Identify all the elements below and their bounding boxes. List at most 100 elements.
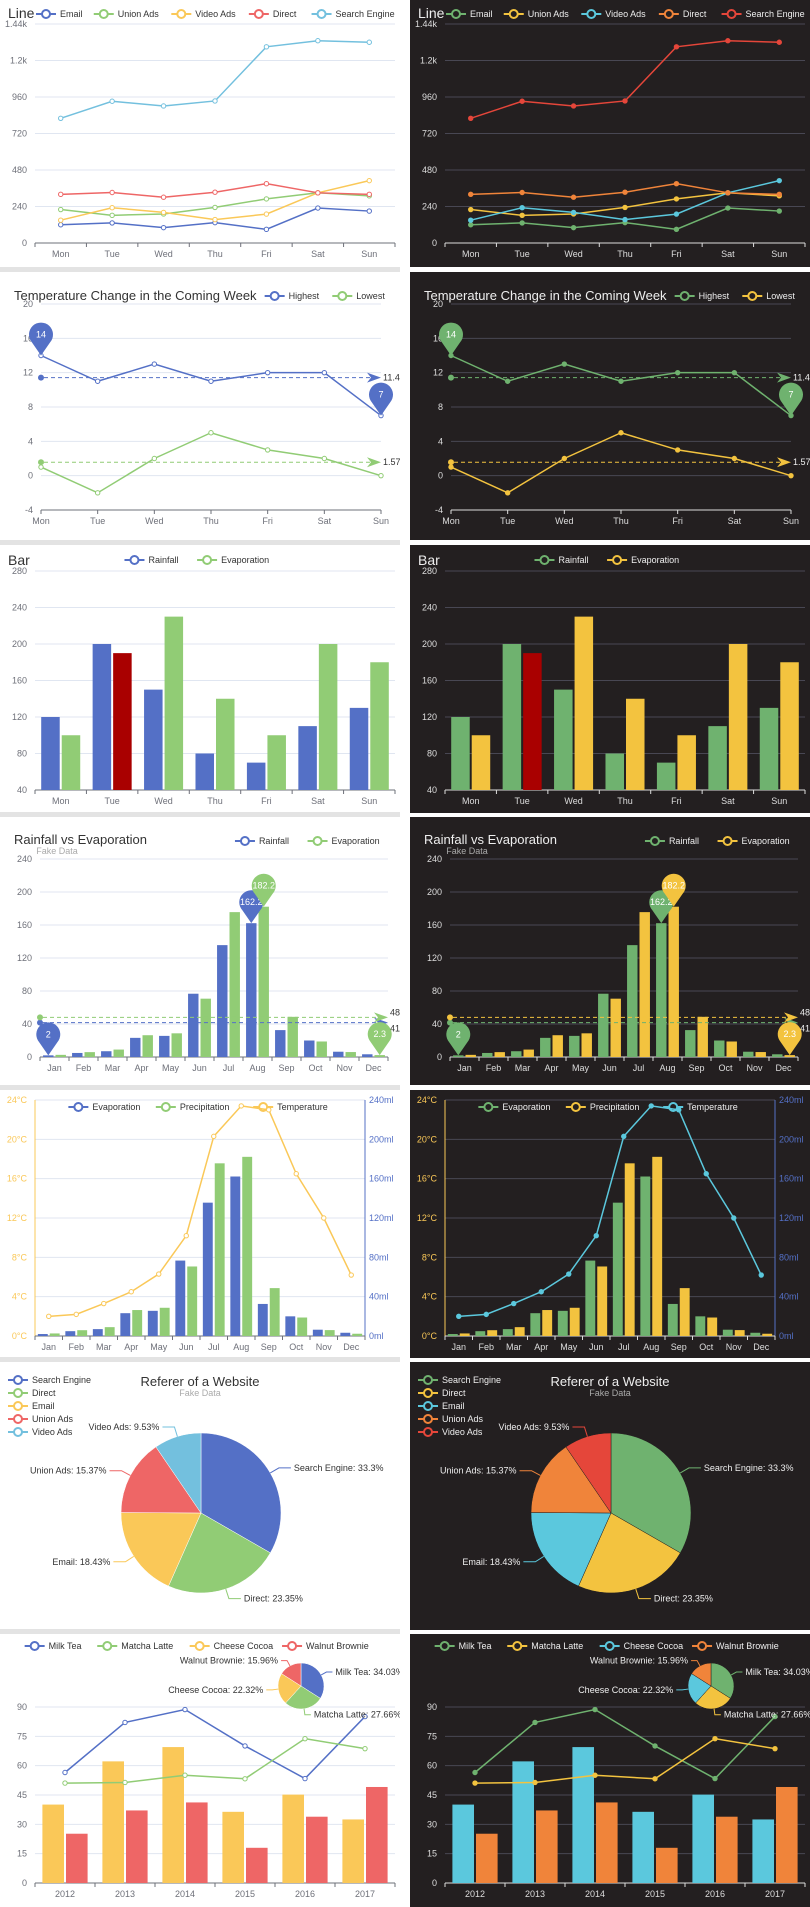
data-point[interactable] (570, 194, 577, 200)
bar-evaporation[interactable] (475, 1331, 486, 1336)
data-point[interactable] (302, 1775, 308, 1782)
data-point[interactable] (151, 455, 158, 462)
data-point[interactable] (673, 211, 680, 217)
data-point[interactable] (264, 369, 271, 376)
legend-item[interactable]: Email (36, 9, 83, 19)
data-point[interactable] (266, 1107, 272, 1113)
bar-walnut-brownie[interactable] (186, 1802, 208, 1883)
bar-rainfall[interactable] (246, 762, 266, 790)
data-point[interactable] (62, 1780, 68, 1786)
bar-evaporation[interactable] (55, 1054, 66, 1057)
legend-item[interactable]: Email (8, 1401, 55, 1411)
legend-item[interactable]: Union Ads (418, 1414, 484, 1424)
bar-walnut-brownie[interactable] (306, 1816, 328, 1883)
data-point[interactable] (592, 1772, 598, 1778)
bar-walnut-brownie[interactable] (596, 1802, 618, 1883)
pie-slice-walnut-brownie[interactable] (281, 1662, 302, 1687)
data-point[interactable] (772, 1713, 778, 1720)
bar-rainfall[interactable] (685, 1030, 696, 1057)
bar-evaporation[interactable] (695, 1316, 706, 1336)
data-point[interactable] (511, 1300, 517, 1307)
bar-rainfall[interactable] (627, 945, 638, 1057)
bar-evaporation[interactable] (316, 1041, 327, 1057)
data-point[interactable] (208, 378, 214, 384)
data-point[interactable] (468, 115, 474, 121)
data-point[interactable] (468, 206, 474, 213)
data-point[interactable] (570, 209, 577, 216)
data-point[interactable] (58, 115, 64, 121)
mark-point-pin[interactable]: 14 (29, 322, 54, 356)
data-point[interactable] (673, 44, 680, 50)
bar-evaporation[interactable] (340, 1332, 351, 1336)
data-point[interactable] (321, 369, 328, 376)
data-point[interactable] (566, 1271, 572, 1277)
bar-rainfall[interactable] (482, 1052, 493, 1057)
legend-item[interactable]: Lowest (742, 291, 795, 301)
bar-evaporation[interactable] (202, 1202, 213, 1336)
data-point[interactable] (101, 1300, 107, 1307)
mark-point-pin[interactable]: 2 (36, 1022, 61, 1056)
data-point[interactable] (264, 447, 271, 453)
bar-rainfall[interactable] (759, 707, 779, 790)
data-point[interactable] (712, 1775, 718, 1782)
data-point[interactable] (160, 103, 167, 109)
legend-item[interactable]: Evaporation (717, 836, 790, 846)
bar-evaporation[interactable] (585, 1260, 596, 1336)
data-point[interactable] (725, 205, 731, 211)
bar-evaporation[interactable] (557, 1310, 568, 1336)
bar-evaporation[interactable] (612, 1202, 623, 1336)
bar-evaporation[interactable] (287, 1016, 298, 1057)
bar-precipitation[interactable] (269, 1288, 280, 1336)
data-point[interactable] (622, 98, 628, 104)
data-point[interactable] (483, 1311, 489, 1318)
bar-evaporation[interactable] (285, 1316, 296, 1336)
bar-evaporation[interactable] (370, 662, 389, 790)
bar-cheese-cocoa[interactable] (512, 1761, 534, 1883)
legend-item[interactable]: Video Ads (581, 9, 646, 19)
data-point[interactable] (618, 378, 624, 384)
data-point[interactable] (151, 361, 158, 367)
bar-precipitation[interactable] (624, 1163, 635, 1336)
bar-precipitation[interactable] (214, 1163, 225, 1336)
legend-item[interactable]: Temperature (253, 1102, 328, 1112)
pie-slice-walnut-brownie[interactable] (691, 1662, 712, 1687)
legend-item[interactable]: Evaporation (607, 555, 679, 565)
legend-item[interactable]: Search Engine (721, 9, 805, 19)
data-point[interactable] (366, 177, 372, 184)
bar-rainfall[interactable] (275, 1030, 286, 1057)
legend-item[interactable]: Direct (418, 1388, 466, 1398)
pie-slice-email[interactable] (530, 1512, 612, 1587)
data-point[interactable] (109, 205, 115, 211)
data-point[interactable] (58, 191, 64, 198)
bar-rainfall[interactable] (43, 1055, 54, 1057)
bar-evaporation[interactable] (728, 644, 748, 790)
data-point[interactable] (570, 103, 577, 109)
data-point[interactable] (58, 217, 64, 223)
data-point[interactable] (362, 1713, 368, 1720)
legend-item[interactable]: Rainfall (534, 555, 588, 565)
data-point[interactable] (519, 189, 525, 196)
bar-evaporation[interactable] (61, 735, 81, 790)
data-point[interactable] (725, 190, 731, 196)
data-point[interactable] (94, 378, 101, 384)
bar-precipitation[interactable] (352, 1333, 363, 1336)
bar-walnut-brownie[interactable] (476, 1833, 498, 1883)
bar-evaporation[interactable] (780, 662, 799, 790)
bar-precipitation[interactable] (487, 1330, 498, 1336)
bar-evaporation[interactable] (523, 1049, 534, 1057)
bar-rainfall[interactable] (41, 717, 60, 790)
bar-rainfall[interactable] (246, 923, 257, 1057)
bar-evaporation[interactable] (113, 1049, 124, 1057)
bar-walnut-brownie[interactable] (126, 1810, 148, 1883)
bar-rainfall[interactable] (130, 1037, 141, 1057)
legend-item[interactable]: Search Engine (311, 9, 395, 19)
bar-rainfall[interactable] (656, 923, 667, 1057)
bar-evaporation[interactable] (142, 1035, 153, 1057)
bar-precipitation[interactable] (242, 1156, 253, 1336)
legend-item[interactable]: Direct (8, 1388, 56, 1398)
data-point[interactable] (622, 216, 628, 223)
data-point[interactable] (673, 196, 680, 202)
bar-cheese-cocoa[interactable] (342, 1819, 364, 1883)
bar-rainfall[interactable] (101, 1051, 112, 1057)
legend-item[interactable]: Direct (248, 9, 297, 19)
